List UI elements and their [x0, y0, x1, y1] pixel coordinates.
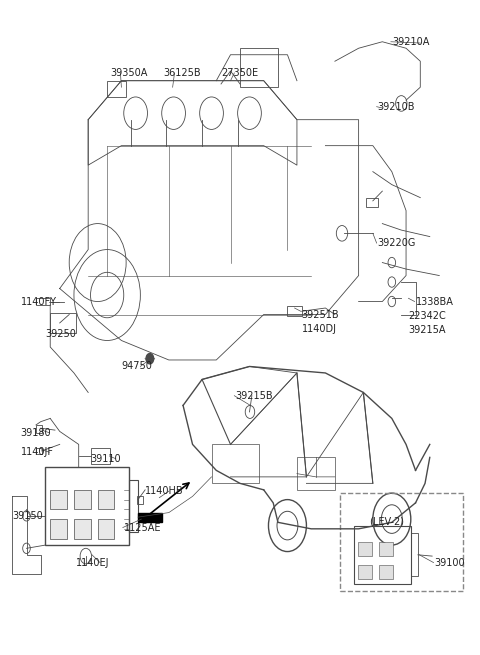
Text: 1140JF: 1140JF — [21, 447, 54, 457]
Text: 36125B: 36125B — [163, 68, 201, 78]
Bar — [50, 519, 67, 538]
Bar — [74, 490, 91, 510]
Bar — [137, 496, 143, 504]
Bar — [297, 457, 335, 490]
Bar — [379, 542, 393, 556]
Text: 1140HB: 1140HB — [145, 486, 184, 496]
Text: 39215A: 39215A — [408, 325, 446, 335]
Text: 1140EJ: 1140EJ — [76, 557, 110, 568]
Text: 39100: 39100 — [434, 557, 465, 568]
Text: 1125AE: 1125AE — [124, 523, 161, 533]
Bar — [46, 467, 129, 545]
Bar — [212, 444, 259, 483]
Text: 1140FY: 1140FY — [21, 297, 57, 307]
Text: 27350E: 27350E — [221, 68, 259, 78]
Bar — [97, 490, 114, 510]
Bar — [354, 525, 411, 584]
Bar — [288, 306, 301, 316]
Bar — [97, 519, 114, 538]
Bar — [411, 533, 418, 576]
Text: 39150: 39150 — [12, 511, 43, 521]
Bar — [107, 81, 126, 97]
Bar — [358, 542, 372, 556]
Polygon shape — [138, 513, 162, 522]
Text: 94750: 94750 — [121, 362, 152, 371]
Text: 39220G: 39220G — [378, 238, 416, 248]
Bar — [50, 490, 67, 510]
Text: 39251B: 39251B — [301, 310, 339, 320]
Bar — [74, 519, 91, 538]
Bar — [36, 447, 42, 454]
Text: 1140DJ: 1140DJ — [301, 324, 336, 334]
Bar — [358, 565, 372, 579]
Text: 39210A: 39210A — [392, 37, 429, 47]
Text: 39110: 39110 — [91, 454, 121, 464]
Text: 39250: 39250 — [46, 329, 76, 339]
Bar — [366, 198, 378, 208]
Text: 39210B: 39210B — [378, 102, 415, 112]
Bar — [50, 313, 76, 333]
Text: 39215B: 39215B — [235, 390, 273, 401]
Text: 39180: 39180 — [21, 428, 51, 438]
Circle shape — [146, 354, 154, 364]
Bar — [129, 480, 138, 532]
Text: 22342C: 22342C — [408, 311, 446, 321]
Bar — [240, 48, 278, 87]
Bar — [379, 565, 393, 579]
Text: 39350A: 39350A — [110, 68, 147, 78]
Bar — [36, 425, 42, 433]
Text: 1338BA: 1338BA — [416, 297, 454, 307]
Text: (LEV-2): (LEV-2) — [370, 516, 405, 526]
Bar — [91, 447, 109, 464]
